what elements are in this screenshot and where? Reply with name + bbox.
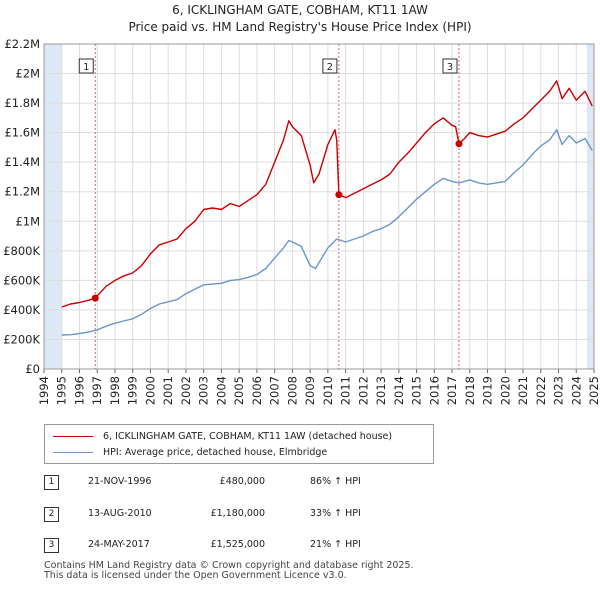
x-tick-label: 1995: [55, 376, 69, 405]
sale-hpi-change: 21% ↑ HPI: [310, 539, 361, 550]
sale-date: 13-AUG-2010: [88, 508, 152, 519]
chart-legend: 6, ICKLINGHAM GATE, COBHAM, KT11 1AW (de…: [44, 424, 434, 464]
sale-number-badge: 1: [44, 475, 59, 490]
x-tick-label: 2006: [250, 376, 264, 405]
sale-date: 21-NOV-1996: [88, 476, 152, 487]
legend-label-hpi: HPI: Average price, detached house, Elmb…: [103, 446, 328, 458]
y-tick-label: £1.6M: [4, 126, 40, 140]
x-tick-label: 2008: [285, 376, 299, 405]
sale-marker-box: [442, 58, 458, 74]
y-tick-label: £0: [25, 362, 40, 376]
x-tick-label: 2022: [534, 376, 548, 405]
sale-point: [91, 294, 99, 302]
x-tick-label: 2011: [339, 376, 353, 405]
price-chart: £0 £200K £400K £600K £800K £1M £1.2M £1.4M £1.6M…: [3, 37, 600, 405]
sale-point: [335, 191, 343, 199]
x-tick-label: 1996: [72, 376, 86, 405]
sale-date: 24-MAY-2017: [88, 539, 150, 550]
x-tick-label: 2004: [214, 376, 228, 405]
sale-number-badge: 3: [44, 538, 59, 553]
hpi-line: [61, 129, 593, 336]
x-tick-label: 2025: [587, 376, 600, 405]
shaded-range: [44, 44, 62, 369]
x-tick-label: 2016: [427, 376, 441, 405]
price-paid-line: [61, 80, 593, 308]
sale-marker-label: 1: [83, 62, 89, 73]
sale-number-badge: 2: [44, 507, 59, 522]
footer-line-copyright: Contains HM Land Registry data © Crown c…: [44, 560, 414, 571]
x-tick-label: 2019: [481, 376, 495, 405]
x-tick-label: 1994: [37, 376, 51, 405]
x-tick-label: 2002: [179, 376, 193, 405]
sale-marker-box: [322, 58, 338, 74]
x-tick-label: 2001: [161, 376, 175, 405]
x-tick-label: 2012: [356, 376, 370, 405]
legend-swatch-hpi: [53, 451, 93, 453]
x-tick-label: 1999: [126, 376, 140, 405]
x-tick-label: 2021: [516, 376, 530, 405]
sale-marker-label: 3: [447, 62, 453, 73]
x-tick-label: 2017: [445, 376, 459, 405]
sale-point: [455, 140, 463, 148]
x-tick-label: 2005: [232, 376, 246, 405]
x-tick-label: 2018: [463, 376, 477, 405]
sale-row: 1 21-NOV-1996 £480,000 86% ↑ HPI: [44, 475, 444, 491]
x-tick-label: 2000: [143, 376, 157, 405]
y-tick-label: £2.2M: [4, 37, 40, 51]
sale-row: 3 24-MAY-2017 £1,525,000 21% ↑ HPI: [44, 538, 444, 554]
chart-subtitle: Price paid vs. HM Land Registry's House …: [128, 20, 472, 34]
x-tick-label: 2023: [552, 376, 566, 405]
sale-price: £1,525,000: [210, 539, 265, 550]
y-tick-label: £1.2M: [4, 185, 40, 199]
x-tick-label: 1997: [90, 376, 104, 405]
legend-item-price: 6, ICKLINGHAM GATE, COBHAM, KT11 1AW (de…: [53, 429, 392, 443]
legend-item-hpi: HPI: Average price, detached house, Elmb…: [53, 445, 327, 459]
sale-hpi-change: 86% ↑ HPI: [310, 476, 361, 487]
y-tick-label: £800K: [3, 244, 40, 258]
sale-marker-label: 2: [327, 62, 333, 73]
footer-line-license: This data is licensed under the Open Gov…: [44, 570, 347, 581]
x-tick-label: 2007: [268, 376, 282, 405]
y-tick-label: £2M: [15, 67, 40, 81]
y-tick-label: £1.8M: [4, 96, 40, 110]
sale-row: 2 13-AUG-2010 £1,180,000 33% ↑ HPI: [44, 507, 444, 523]
x-tick-label: 2010: [321, 376, 335, 405]
y-tick-label: £600K: [3, 273, 40, 287]
x-tick-label: 2003: [197, 376, 211, 405]
plot-frame: [43, 43, 595, 370]
x-tick-label: 2014: [392, 376, 406, 405]
x-tick-label: 1998: [108, 376, 122, 405]
sale-marker-box: [78, 58, 94, 74]
sale-hpi-change: 33% ↑ HPI: [310, 508, 361, 519]
sale-price: £1,180,000: [210, 508, 265, 519]
footer-attribution: Contains HM Land Registry data © Crown c…: [44, 561, 414, 581]
shaded-range: [586, 44, 594, 369]
y-tick-label: £1M: [15, 214, 40, 228]
legend-label-price: 6, ICKLINGHAM GATE, COBHAM, KT11 1AW (de…: [103, 430, 393, 442]
y-tick-label: £200K: [3, 332, 40, 346]
y-tick-label: £1.4M: [4, 155, 40, 169]
chart-title: 6, ICKLINGHAM GATE, COBHAM, KT11 1AW: [172, 3, 428, 17]
sale-price: £480,000: [219, 476, 265, 487]
y-tick-label: £400K: [3, 303, 40, 317]
x-tick-label: 2015: [410, 376, 424, 405]
x-tick-label: 2013: [374, 376, 388, 405]
x-tick-label: 2009: [303, 376, 317, 405]
x-tick-label: 2024: [569, 376, 583, 405]
legend-swatch-price: [53, 435, 93, 437]
x-tick-label: 2020: [498, 376, 512, 405]
